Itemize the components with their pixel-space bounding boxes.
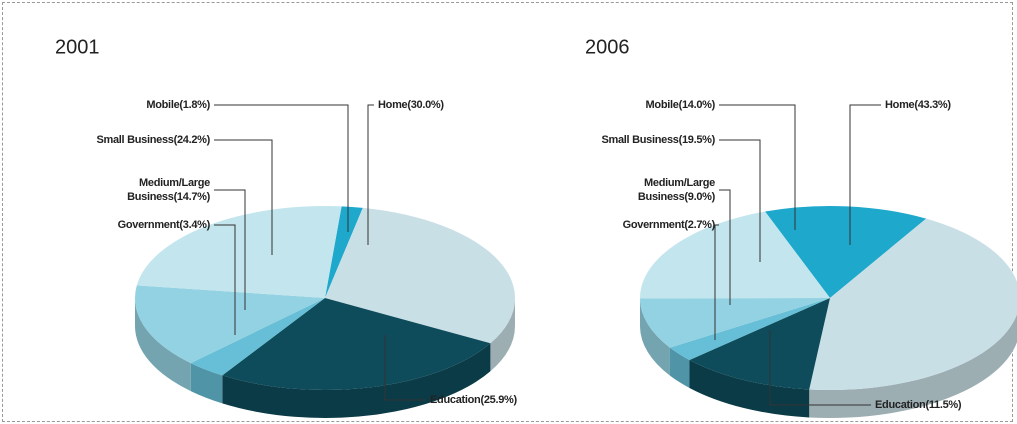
slice-label: Government(3.4%) [117,219,211,231]
slice-label: Education(11.5%) [875,399,962,411]
slice [689,298,830,390]
slice-side [640,298,670,376]
slice-side [490,298,515,372]
slice [640,211,830,299]
slice-side [669,347,690,388]
chart-title: 2006 [585,36,630,59]
slice [135,285,325,364]
leader-line [719,139,761,262]
leader-line [214,224,236,335]
leader-line [214,139,273,255]
slice-side [809,314,1017,418]
slice-label: Home(43.3%) [885,99,951,111]
slice-label: Medium/Large Business(14.7%) [127,177,210,203]
leader-line [719,104,796,230]
leader-line [214,189,246,310]
slice-label: Small Business(19.5%) [601,134,715,146]
leader-line [714,224,719,340]
slice [640,298,830,348]
slice-label: Mobile(1.8%) [146,99,210,111]
slice [325,206,363,298]
slice-label: Government(2.7%) [622,219,716,231]
leader-line [769,330,871,406]
slice-side [190,363,223,404]
slice-label: Education(25.9%) [430,394,517,406]
leader-line [849,104,881,245]
slice-side [135,298,191,392]
leader-line [719,189,731,305]
slice-label: Mobile(14.0%) [645,99,716,111]
slice [136,206,342,298]
slice [222,298,491,390]
slice [669,298,830,360]
slice-label: Small Business(24.2%) [96,134,210,146]
leader-line [384,335,426,401]
slice-side [689,359,810,418]
slice [809,218,1017,390]
slice [190,298,325,376]
slice [325,207,516,344]
leader-line [367,104,374,245]
slice-side [222,343,491,418]
slice-label: Home(30.0%) [378,99,444,111]
slice [765,206,927,298]
leader-line [214,104,349,232]
slice-label: Medium/Large Business(9.0%) [637,177,715,203]
chart-title: 2001 [55,36,100,59]
